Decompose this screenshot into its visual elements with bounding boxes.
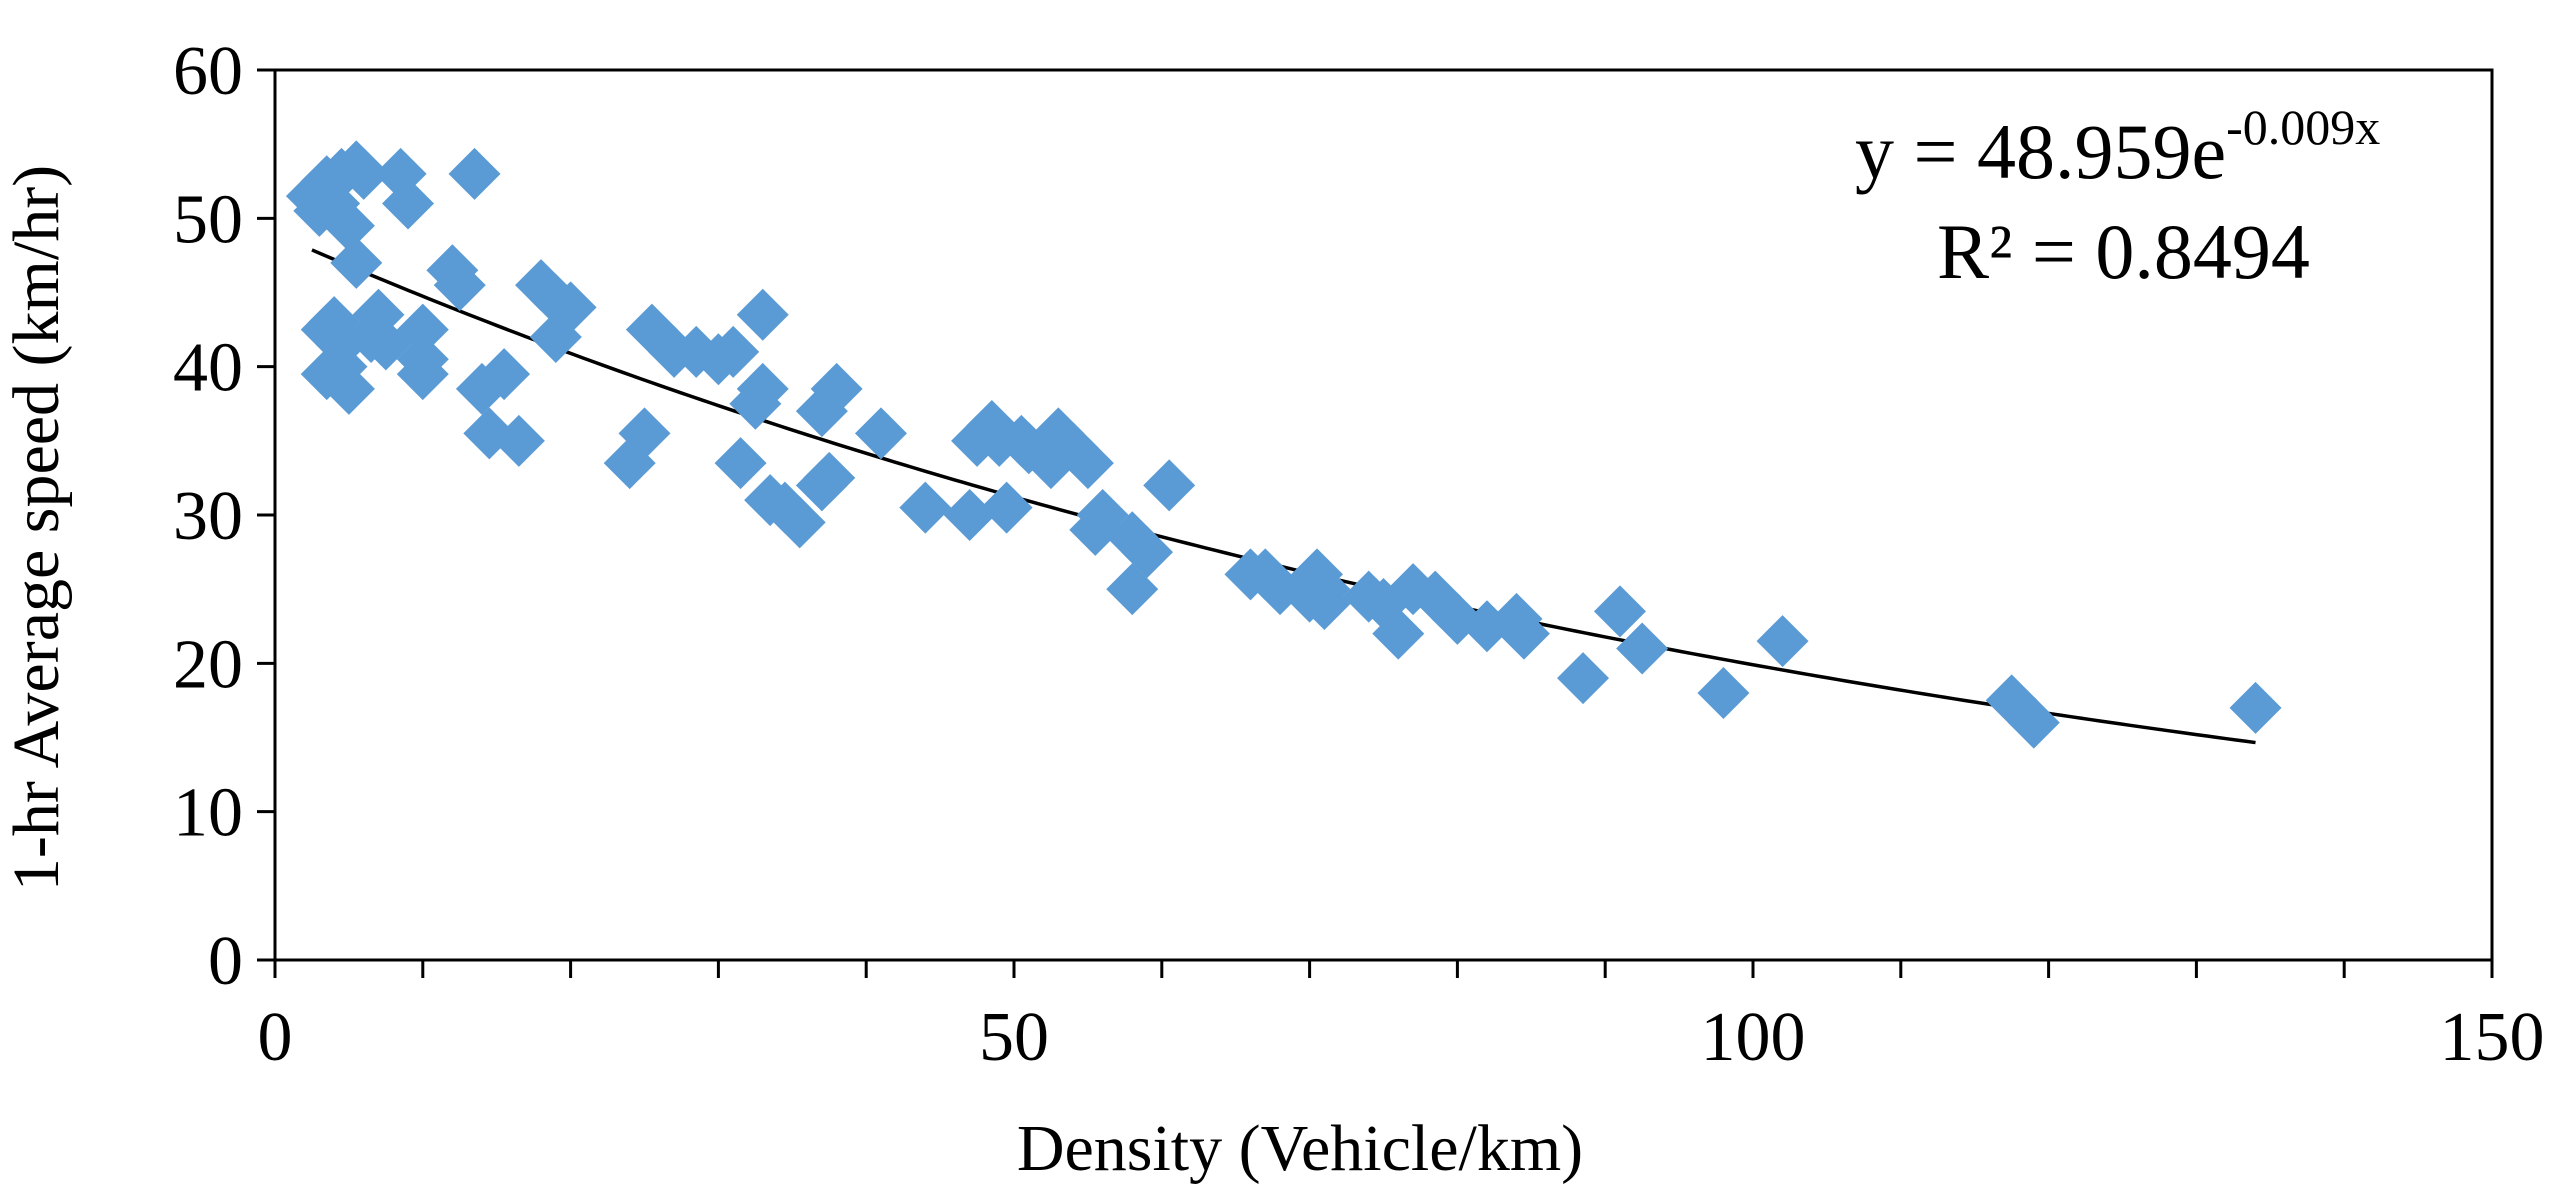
data-point [736,288,789,341]
plot-area [273,68,2494,962]
data-point [1557,652,1610,705]
data-point [529,311,582,363]
y-tick-label: 0 [208,923,243,1000]
y-tick-label: 20 [173,626,243,703]
trendline [311,248,2256,745]
x-tick-label: 0 [258,999,293,1076]
data-point [1756,615,1809,668]
trendline-equation: y = 48.959e-0.009x [1855,99,2380,195]
data-point [943,489,996,541]
x-axis-title: Density (Vehicle/km) [1017,1112,1583,1185]
data-point [2229,681,2282,734]
data-point [330,236,383,289]
y-axis-title: 1-hr Average speed (km/hr) [0,165,73,891]
x-tick-label: 150 [2440,999,2545,1076]
data-point [322,362,375,415]
y-tick-label: 10 [173,775,243,852]
equation-exponent: -0.009x [2226,99,2380,155]
y-tick-label: 40 [173,330,243,407]
data-point [899,481,952,534]
data-point [433,259,486,312]
data-point [1497,607,1550,660]
y-tick-label: 60 [173,33,243,110]
data-point [714,437,767,490]
data-point [618,407,671,460]
data-point [736,362,789,415]
data-point [1143,459,1196,512]
data-point [382,177,435,230]
data-point [803,451,856,504]
data-point [1106,563,1159,616]
data-point [396,333,449,386]
x-axis-ticks: 0 50 100 150 [258,960,2545,1076]
y-axis-ticks: 0 10 20 30 40 50 60 [173,33,275,1000]
x-tick-label: 50 [979,999,1049,1076]
data-point [478,348,531,401]
data-point [854,407,907,460]
data-point [396,303,449,356]
data-point [1298,578,1351,630]
data-point [707,325,760,378]
data-point [1593,585,1646,638]
equation-base: y = 48.959e [1855,108,2226,195]
data-point [337,147,390,200]
data-point [980,481,1033,534]
y-tick-label: 50 [173,181,243,258]
data-point [1372,607,1425,660]
data-points [285,140,2282,749]
data-point [773,496,826,549]
y-tick-label: 30 [173,478,243,555]
trendline-group [311,248,2256,745]
data-point [1616,622,1669,675]
data-point [1697,667,1750,719]
data-point [1061,437,1114,490]
data-point [448,147,501,200]
data-point [2007,696,2060,749]
data-point [492,414,545,467]
data-point [322,199,375,252]
r-squared-label: R² = 0.8494 [1937,208,2310,295]
x-tick-label: 100 [1701,999,1806,1076]
data-point [810,362,863,415]
